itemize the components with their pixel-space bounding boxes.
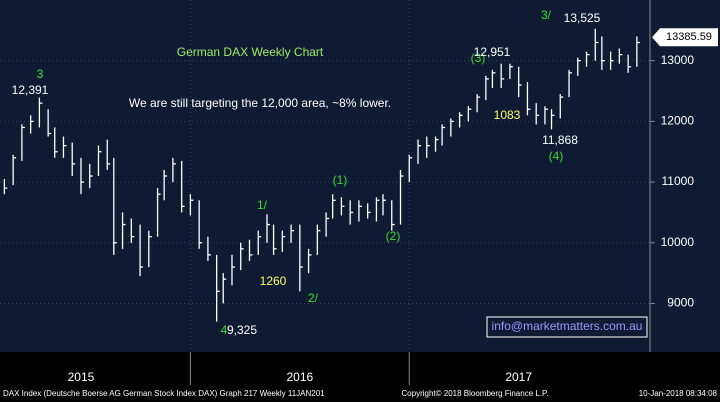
annotation: 9,325: [227, 323, 257, 337]
annotation: 13,525: [564, 11, 601, 25]
last-price-box: [652, 28, 718, 47]
axis-strip: [0, 352, 720, 402]
annotation: 11,868: [542, 133, 578, 147]
last-price-label: 13385.59: [666, 31, 712, 43]
x-tick-label: 2016: [286, 370, 313, 384]
y-tick-label: 13000: [661, 53, 695, 67]
x-tick-label: 2017: [505, 370, 532, 384]
annotation: 12,391: [12, 83, 49, 97]
annotation: (1): [333, 173, 348, 187]
annotation: (2): [386, 229, 401, 243]
annotation: 3: [37, 67, 44, 81]
annotation: 1083: [494, 108, 521, 122]
annotation: 1/: [257, 198, 268, 212]
annotation: 2/: [308, 291, 319, 305]
y-tick-label: 12000: [661, 114, 695, 128]
chart-subtitle: We are still targeting the 12,000 area, …: [129, 96, 391, 110]
y-tick-label: 11000: [662, 174, 695, 188]
annotation: 12,951: [474, 45, 511, 59]
chart-title: German DAX Weekly Chart: [177, 45, 324, 59]
annotation: (4): [549, 149, 564, 163]
contact: info@marketmatters.com.au: [492, 319, 643, 333]
y-tick-label: 10000: [661, 235, 695, 249]
contact-box: [486, 316, 648, 338]
annotation: 3/: [541, 8, 552, 22]
footer-right: 10-Jan-2018 08:34:08: [639, 389, 718, 398]
annotation: 1260: [260, 274, 287, 288]
annotation: (3): [471, 51, 486, 65]
footer-left: DAX Index (Deutsche Boerse AG German Sto…: [3, 389, 325, 398]
y-tick-label: 9000: [667, 296, 694, 310]
x-tick-label: 2015: [68, 370, 95, 384]
annotation: 4: [221, 323, 228, 337]
footer-middle: Copyright© 2018 Bloomberg Finance L.P.: [401, 389, 548, 398]
